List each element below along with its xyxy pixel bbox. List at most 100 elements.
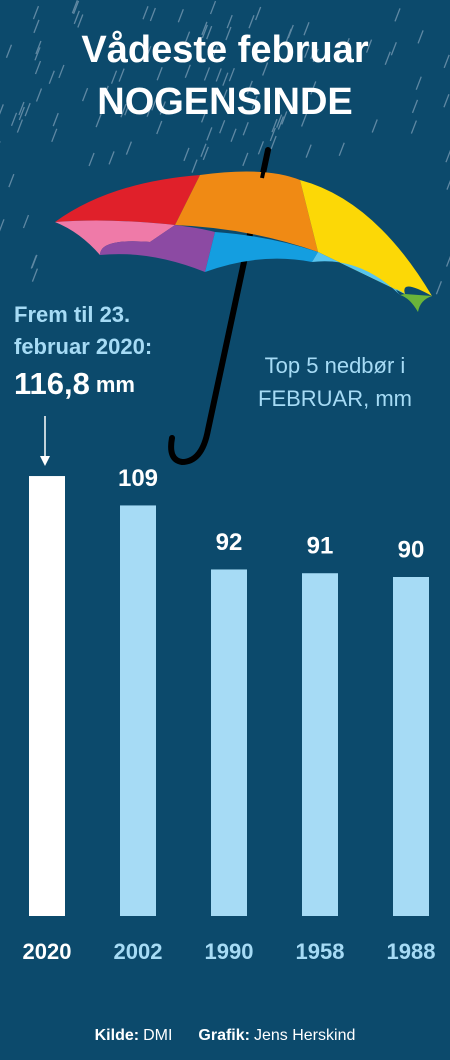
- raindrop: [142, 6, 149, 20]
- bar: [302, 573, 338, 916]
- raindrop: [201, 24, 208, 39]
- raindrop: [34, 60, 42, 75]
- x-tick-label: 1988: [387, 939, 436, 964]
- raindrop: [255, 6, 262, 21]
- raindrop: [285, 28, 292, 43]
- raindrop: [276, 114, 283, 128]
- raindrop: [246, 80, 253, 95]
- raindrop: [390, 41, 397, 56]
- raindrop: [146, 103, 153, 117]
- value-label: 90: [398, 536, 425, 563]
- annotation-value: 116,8 mm: [14, 366, 135, 401]
- raindrop: [219, 120, 226, 134]
- x-tick-label: 2020: [23, 939, 72, 964]
- canopy-panel: [300, 180, 432, 296]
- raindrop: [71, 0, 78, 14]
- title: Vådeste februar: [81, 29, 368, 71]
- raindrop: [410, 120, 418, 134]
- raindrop: [269, 127, 276, 142]
- raindrop: [281, 111, 288, 125]
- raindrop: [228, 67, 235, 82]
- bar: [211, 569, 247, 916]
- x-tick-label: 2002: [114, 939, 163, 964]
- raindrop: [183, 31, 191, 45]
- raindrop: [262, 62, 269, 76]
- title: NOGENSINDE: [97, 81, 352, 123]
- raindrop: [22, 214, 30, 229]
- raindrop: [271, 118, 278, 133]
- value-label: 109: [118, 465, 158, 492]
- raindrop: [35, 88, 43, 102]
- raindrop: [248, 15, 255, 29]
- raindrop: [31, 268, 39, 282]
- bar: [120, 505, 156, 916]
- raindrop: [95, 113, 102, 128]
- raindrop: [394, 8, 401, 22]
- arrow-head: [40, 456, 50, 466]
- raindrop: [108, 151, 115, 165]
- raindrop: [251, 95, 258, 110]
- raindrop: [145, 45, 152, 60]
- raindrop: [270, 135, 277, 150]
- raindrop: [0, 104, 4, 115]
- raindrop: [16, 119, 24, 133]
- raindrop: [305, 144, 312, 158]
- raindrop: [151, 97, 158, 111]
- raindrop: [81, 87, 89, 102]
- raindrop: [18, 101, 25, 116]
- raindrop: [5, 44, 13, 59]
- raindrop: [24, 102, 31, 117]
- raindrop: [206, 25, 213, 40]
- raindrop: [300, 113, 308, 127]
- raindrop: [226, 14, 233, 29]
- raindrop: [118, 68, 125, 82]
- umbrella: [55, 147, 432, 466]
- raindrop: [446, 180, 450, 190]
- raindrop: [445, 255, 450, 267]
- raindrop: [159, 101, 166, 115]
- raindrop: [221, 89, 228, 103]
- raindrop: [242, 122, 249, 136]
- raindrop: [124, 102, 131, 116]
- raindrop: [48, 70, 55, 84]
- raindrop: [201, 21, 208, 36]
- raindrop: [177, 9, 184, 23]
- raindrop: [125, 141, 133, 155]
- raindrop: [277, 116, 285, 130]
- raindrop: [8, 173, 15, 188]
- raindrop: [102, 85, 109, 100]
- raindrop: [310, 81, 317, 95]
- raindrop: [411, 99, 419, 114]
- raindrop: [371, 119, 378, 133]
- raindrop: [338, 142, 345, 156]
- raindrop: [191, 159, 198, 173]
- raindrop: [88, 152, 95, 167]
- raindrop: [443, 93, 450, 108]
- raindrop: [312, 48, 319, 63]
- raindrop: [73, 10, 80, 25]
- credit-label: Grafik:: [198, 1027, 250, 1044]
- raindrop: [120, 103, 127, 118]
- canopy-panel: [400, 294, 432, 312]
- raindrop: [343, 37, 350, 52]
- raindrop: [35, 40, 42, 55]
- raindrop: [417, 30, 424, 44]
- raindrop: [215, 68, 222, 82]
- bar: [29, 476, 65, 916]
- raindrop: [303, 21, 310, 36]
- canopy-panel: [55, 220, 175, 255]
- umbrella-tip: [260, 149, 270, 179]
- x-tick-label: 1958: [296, 939, 345, 964]
- raindrop: [72, 0, 80, 15]
- raindrop: [443, 54, 450, 69]
- raindrop: [32, 5, 40, 20]
- source-label: Kilde:: [95, 1027, 139, 1044]
- raindrop: [77, 14, 84, 28]
- unit: mm: [96, 372, 135, 397]
- raindrop: [304, 44, 311, 58]
- credit: Jens Herskind: [254, 1027, 355, 1044]
- umbrella-handle: [168, 147, 271, 466]
- raindrop: [365, 39, 373, 53]
- raindrop: [202, 146, 209, 161]
